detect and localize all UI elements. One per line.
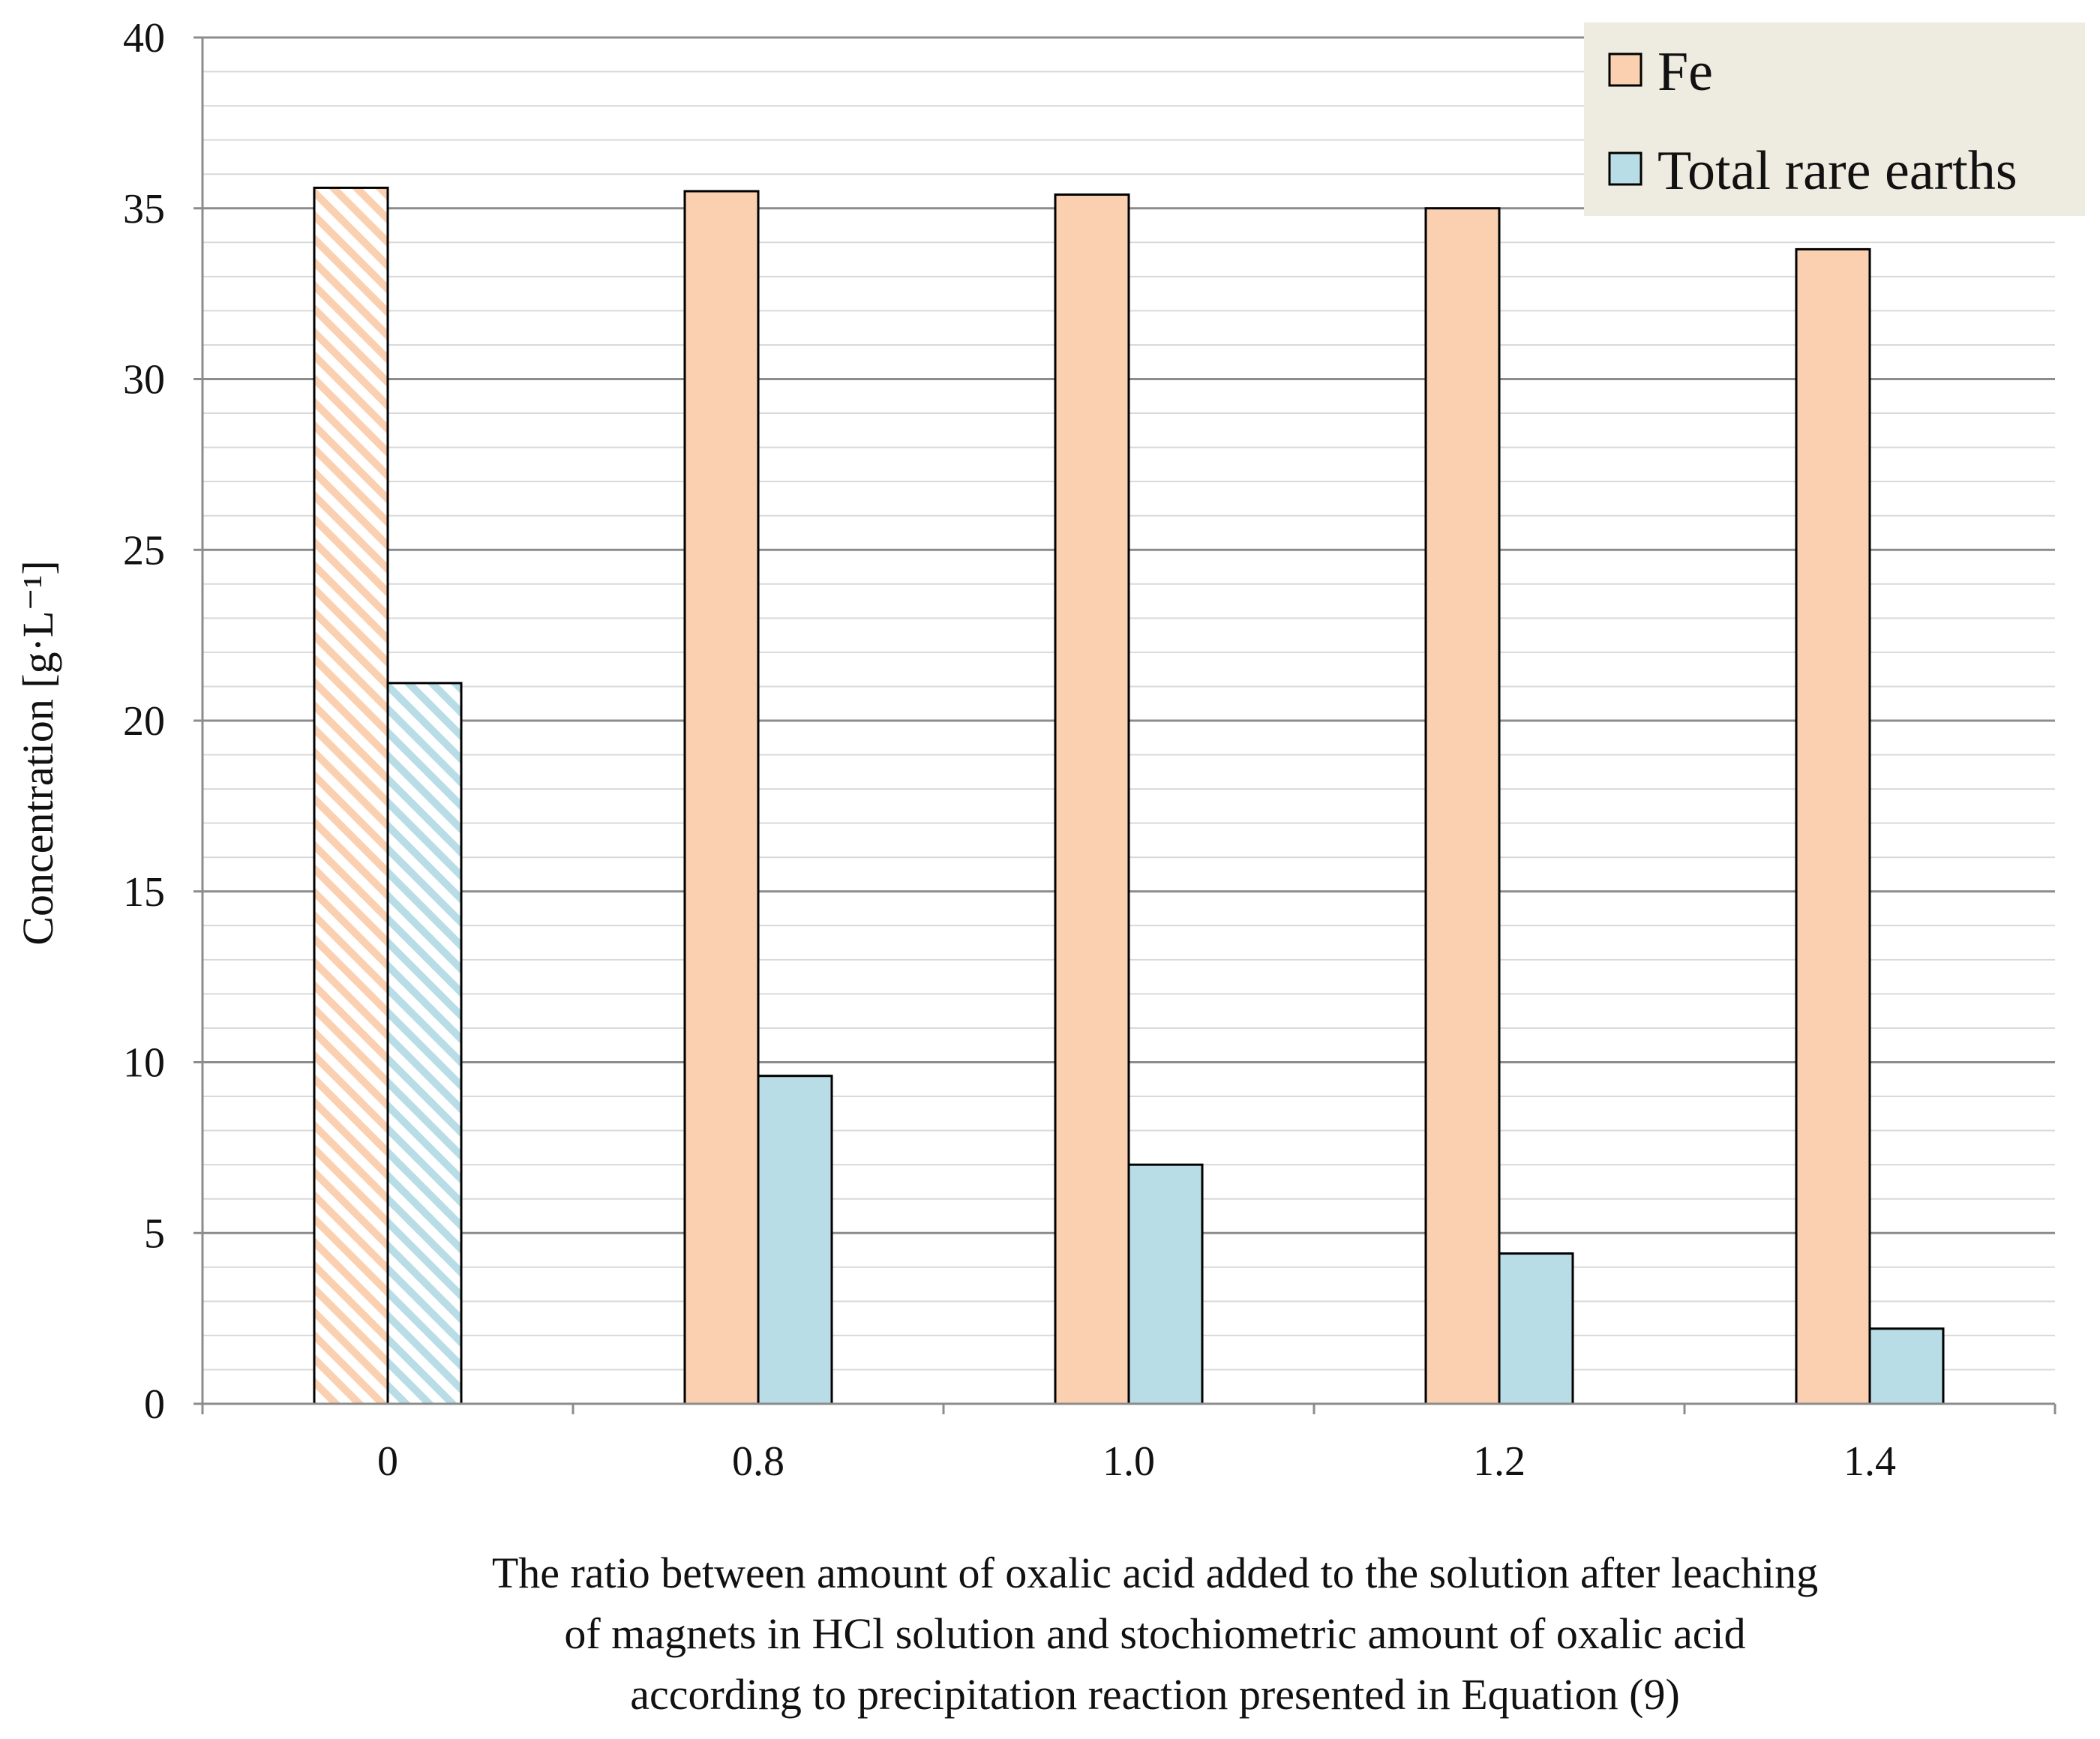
legend-label-fe: Fe (1658, 41, 1713, 103)
y-tick-label: 35 (123, 186, 165, 232)
y-tick-label: 30 (123, 357, 165, 403)
bar-total-rare-earths-0 (386, 682, 463, 1405)
axes (194, 37, 2056, 1414)
x-axis-title-line-1: The ratio between amount of oxalic acid … (492, 1549, 1818, 1597)
y-tick-label: 5 (144, 1210, 165, 1257)
bar-fe-0 (313, 186, 389, 1405)
x-tick-label: 1.2 (1473, 1438, 1526, 1485)
x-axis-title-line-3: according to precipitation reaction pres… (630, 1670, 1680, 1719)
x-axis-title-line-2: of magnets in HCl solution and stochiome… (564, 1609, 1745, 1658)
bar-total-rare-earths-1.4 (1868, 1327, 1945, 1405)
y-tick-label: 40 (123, 15, 165, 61)
bar-fe-1.2 (1424, 207, 1501, 1405)
legend-label-total-rare-earths: Total rare earths (1658, 140, 2018, 202)
x-tick-label: 1.0 (1102, 1438, 1155, 1485)
x-tick-label: 0.8 (732, 1438, 784, 1485)
y-tick-label: 10 (123, 1040, 165, 1087)
bar-fe-0.8 (683, 190, 760, 1405)
tick-labels: 0 5 10 15 20 25 30 35 40 0 0.8 1.0 1.2 1.4 (123, 15, 1896, 1485)
legend: Fe Total rare earths (1584, 22, 2085, 216)
y-tick-label: 20 (123, 698, 165, 745)
y-tick-label: 15 (123, 869, 165, 916)
y-tick-label: 25 (123, 527, 165, 574)
legend-swatch-fe (1608, 52, 1642, 87)
legend-swatch-total-rare-earths (1608, 151, 1642, 186)
bar-total-rare-earths-1.2 (1498, 1252, 1574, 1405)
x-tick-label: 1.4 (1844, 1438, 1896, 1485)
bar-total-rare-earths-1.0 (1127, 1163, 1204, 1405)
legend-background (1584, 22, 2085, 216)
bar-fe-1.0 (1054, 193, 1130, 1405)
bar-fe-1.4 (1795, 247, 1871, 1405)
y-axis-title: Concentration [g·L⁻¹] (14, 560, 62, 945)
bars (313, 186, 1945, 1405)
y-tick-label: 0 (144, 1381, 165, 1428)
x-tick-label: 0 (377, 1438, 398, 1485)
bar-total-rare-earths-0.8 (757, 1075, 833, 1405)
